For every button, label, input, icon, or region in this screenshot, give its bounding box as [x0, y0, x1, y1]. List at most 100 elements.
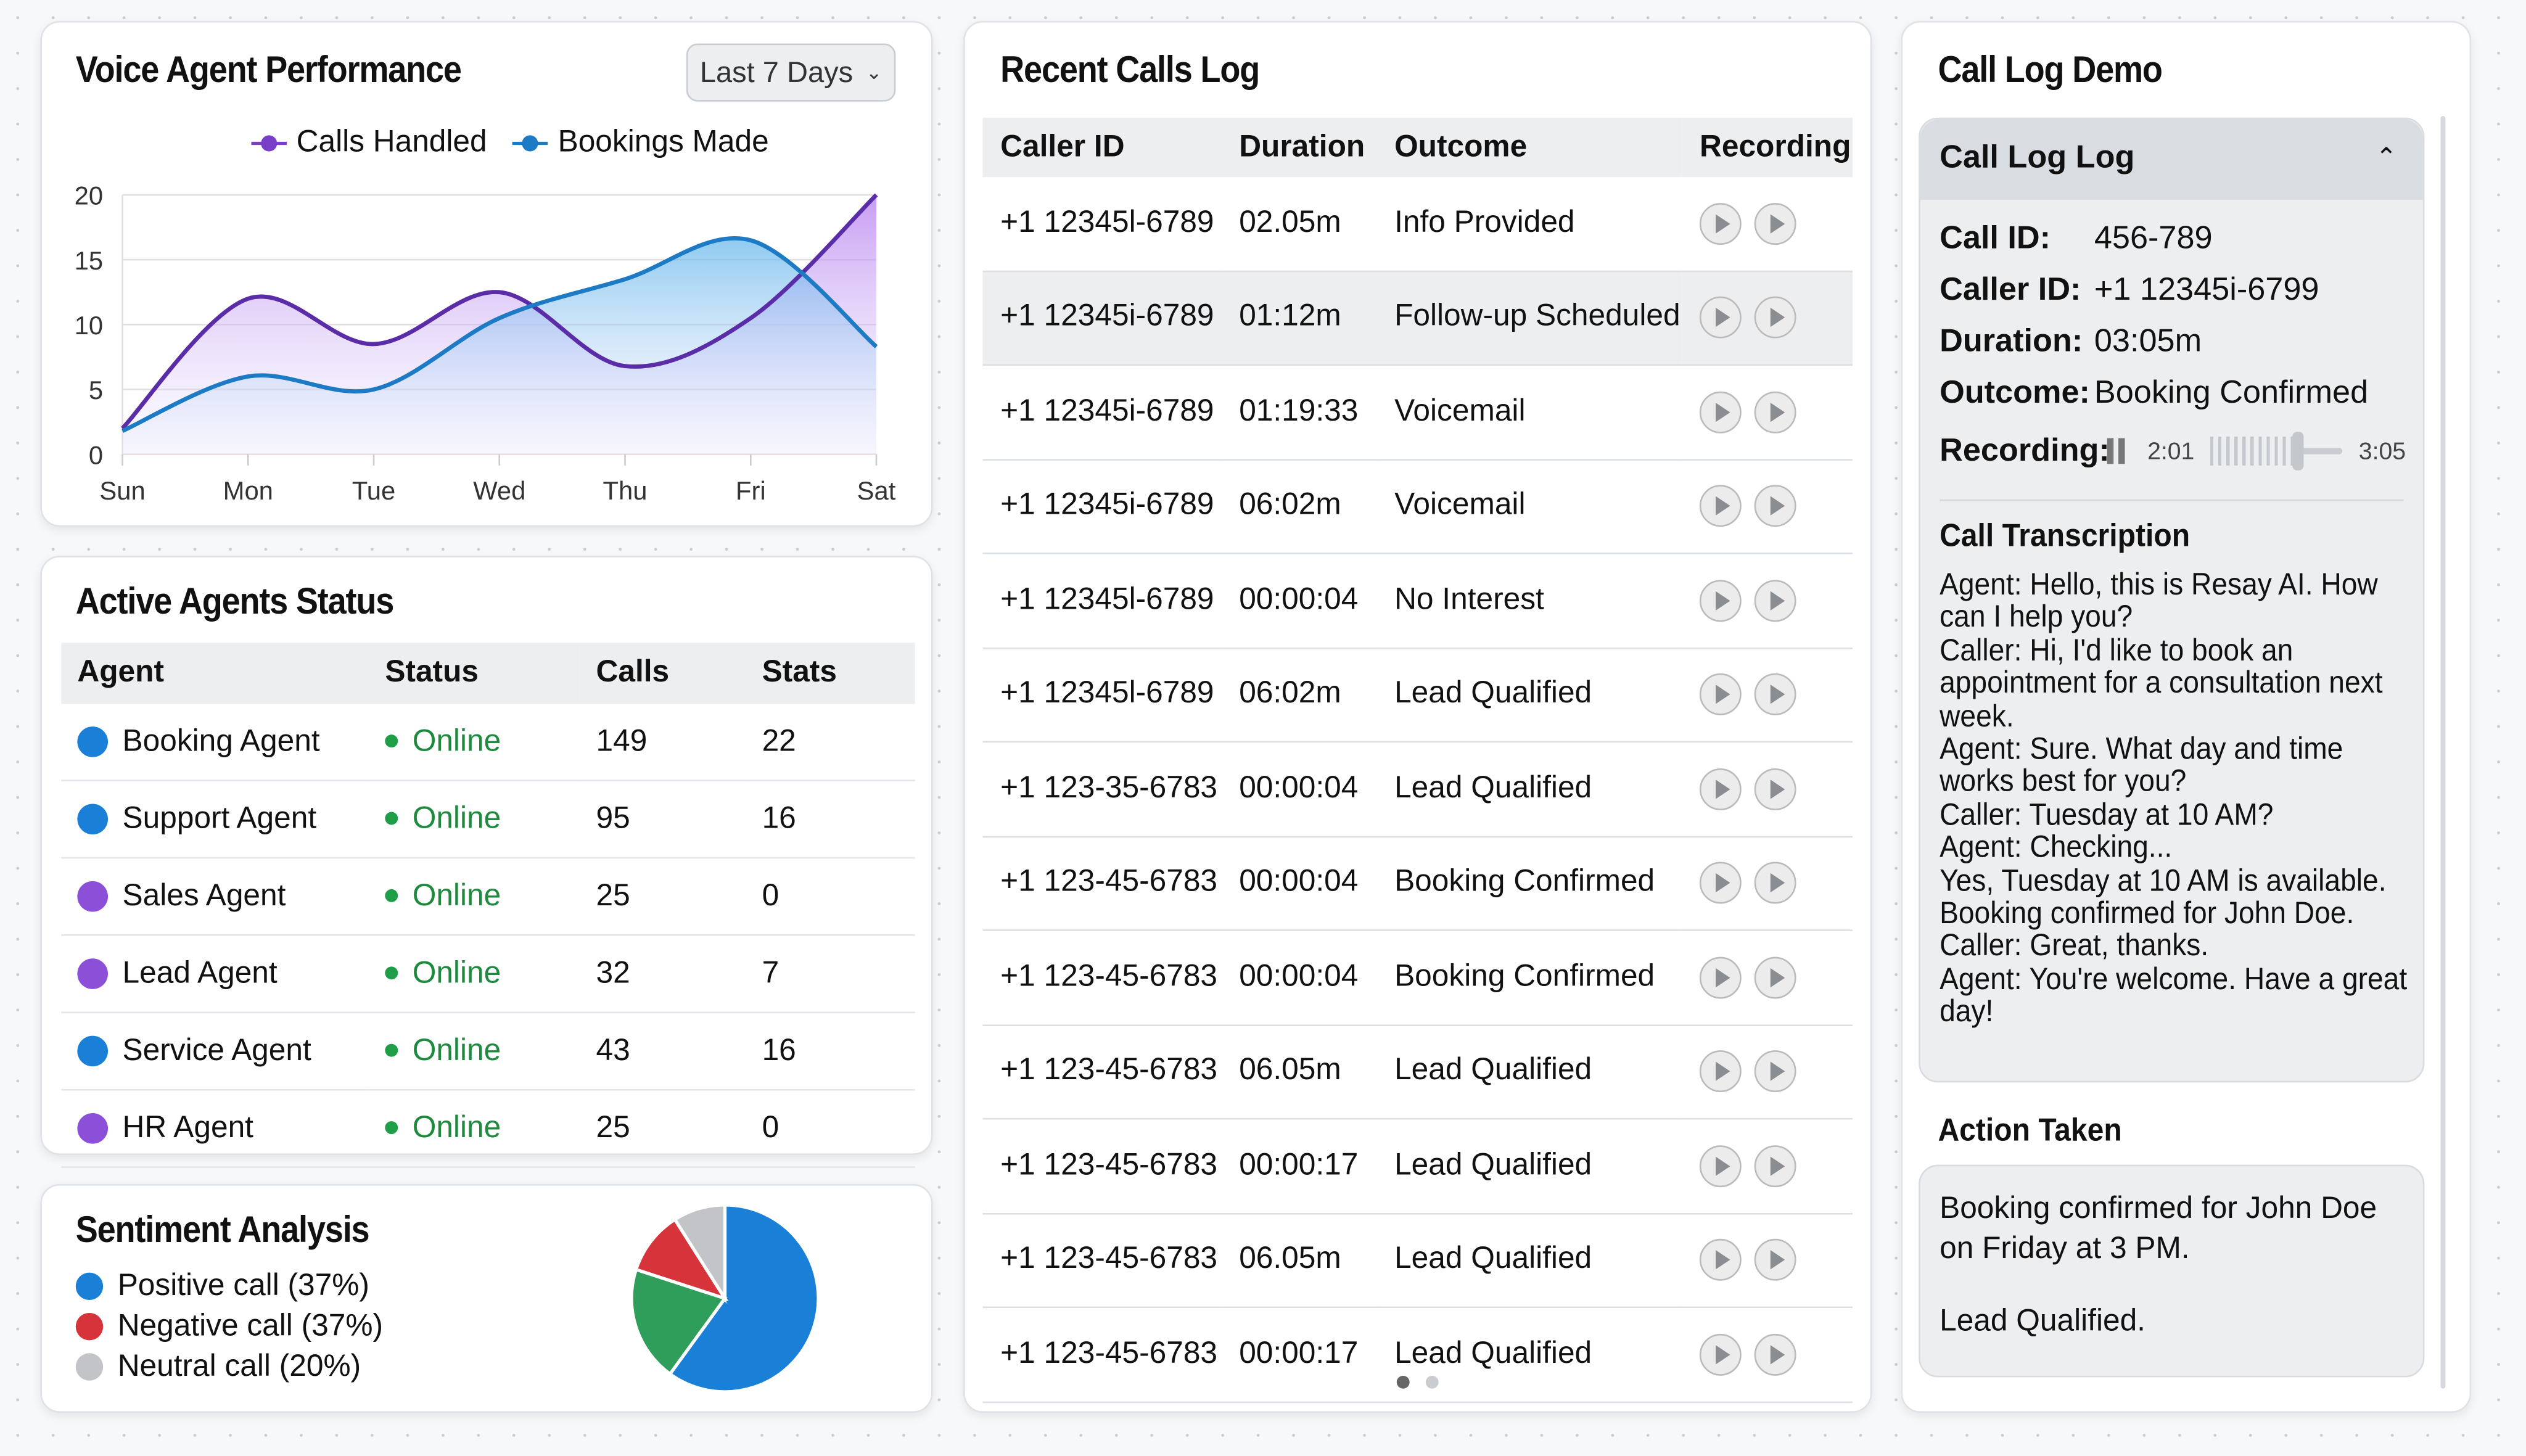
play-icon[interactable]	[1700, 580, 1742, 622]
sentiment-legend: Positive call (37%)Negative call (37%)Ne…	[76, 1266, 383, 1387]
agent-row[interactable]: HR Agent Online 250	[61, 1090, 915, 1167]
play-icon[interactable]	[1755, 1145, 1796, 1187]
play-icon[interactable]	[1755, 956, 1796, 998]
scrollbar[interactable]	[2440, 116, 2445, 1389]
legend-label: Negative call (37%)	[118, 1310, 383, 1344]
call-row[interactable]: +1 12345l-678906:02mLead Qualified	[982, 648, 1853, 742]
play-icon[interactable]	[1700, 1145, 1742, 1187]
agent-avatar-icon	[77, 958, 108, 989]
audio-scrubber[interactable]	[2207, 432, 2346, 471]
play-icon[interactable]	[1755, 391, 1796, 433]
agent-cell: Booking Agent	[61, 704, 369, 781]
data-point[interactable]	[248, 298, 249, 299]
card-title: Call Log Log	[1940, 140, 2134, 177]
play-icon[interactable]	[1755, 1333, 1796, 1375]
agent-cell: HR Agent	[61, 1090, 369, 1167]
performance-panel: Voice Agent Performance Last 7 Days⌄ Cal…	[40, 21, 932, 527]
agent-name: Sales Agent	[123, 879, 286, 913]
chevron-up-icon[interactable]: ⌃	[2376, 142, 2397, 174]
play-icon[interactable]	[1755, 580, 1796, 622]
play-icon[interactable]	[1755, 674, 1796, 716]
outcome: Voicemail	[1376, 459, 1682, 553]
play-icon[interactable]	[1700, 297, 1742, 339]
status-badge: Online	[385, 879, 501, 913]
call-row[interactable]: +1 12345l-678900:00:04No Interest	[982, 553, 1853, 648]
call-row[interactable]: +1 123-35-678300:00:04Lead Qualified	[982, 742, 1853, 836]
play-icon[interactable]	[1700, 674, 1742, 716]
action-title: Action Taken	[1938, 1113, 2121, 1150]
play-icon[interactable]	[1755, 1239, 1796, 1281]
legend-label: Positive call (37%)	[118, 1269, 369, 1303]
col-caller-id[interactable]: Caller ID	[982, 118, 1221, 178]
agents-panel: Active Agents Status Agent Status Calls …	[40, 556, 932, 1155]
play-icon[interactable]	[1755, 202, 1796, 244]
y-tick-label: 0	[89, 440, 103, 469]
play-icon[interactable]	[1700, 862, 1742, 904]
legend-dot-icon	[76, 1273, 103, 1301]
col-calls[interactable]: Calls	[580, 643, 746, 704]
total-time: 3:05	[2359, 437, 2406, 464]
page-dot[interactable]	[1426, 1376, 1439, 1389]
col-status[interactable]: Status	[369, 643, 580, 704]
data-point[interactable]	[248, 376, 249, 377]
calls-count: 95	[580, 781, 746, 858]
play-icon[interactable]	[1700, 768, 1742, 810]
call-row[interactable]: +1 12345i-678901:12mFollow-up Scheduled	[982, 271, 1853, 365]
play-icon[interactable]	[1755, 297, 1796, 339]
recording-cell	[1682, 365, 1853, 459]
play-icon[interactable]	[1700, 1239, 1742, 1281]
play-icon[interactable]	[1700, 1051, 1742, 1093]
y-tick-label: 10	[75, 311, 103, 340]
col-agent[interactable]: Agent	[61, 643, 369, 704]
col-stats[interactable]: Stats	[746, 643, 915, 704]
recording-cell	[1682, 1119, 1853, 1213]
play-icon[interactable]	[1700, 391, 1742, 433]
data-point[interactable]	[122, 431, 123, 432]
call-row[interactable]: +1 123-45-678306.05mLead Qualified	[982, 1024, 1853, 1119]
col-recording[interactable]: Recording	[1682, 118, 1853, 178]
call-row[interactable]: +1 12345i-678901:19:33Voicemail	[982, 365, 1853, 459]
duration: 00:00:17	[1221, 1307, 1376, 1402]
agent-row[interactable]: Support Agent Online 9516	[61, 781, 915, 858]
play-icon[interactable]	[1700, 956, 1742, 998]
play-icon[interactable]	[1700, 202, 1742, 244]
outcome: Booking Confirmed	[1376, 836, 1682, 931]
call-row[interactable]: +1 12345i-678906:02mVoicemail	[982, 459, 1853, 553]
status-badge: Online	[385, 802, 501, 836]
call-row[interactable]: +1 123-45-678300:00:04Booking Confirmed	[982, 931, 1853, 1025]
agent-avatar-icon	[77, 1113, 108, 1144]
card-header[interactable]: Call Log Log ⌃	[1920, 119, 2423, 200]
play-icon[interactable]	[1700, 485, 1742, 527]
caller-id: +1 123-45-6783	[982, 1024, 1221, 1119]
data-point[interactable]	[122, 428, 123, 429]
play-icon[interactable]	[1755, 862, 1796, 904]
col-duration[interactable]: Duration	[1221, 118, 1376, 178]
call-row[interactable]: +1 123-45-678300:00:17Lead Qualified	[982, 1119, 1853, 1213]
play-icon[interactable]	[1755, 768, 1796, 810]
panel-title: Sentiment Analysis	[76, 1208, 369, 1252]
agent-row[interactable]: Booking Agent Online 14922	[61, 704, 915, 781]
recording-cell	[1682, 931, 1853, 1025]
page-dot-active[interactable]	[1397, 1376, 1410, 1389]
agent-row[interactable]: Sales Agent Online 250	[61, 858, 915, 935]
play-icon[interactable]	[1700, 1333, 1742, 1375]
agent-row[interactable]: Lead Agent Online 327	[61, 935, 915, 1012]
col-outcome[interactable]: Outcome	[1376, 118, 1682, 178]
detail-field: Outcome:Booking Confirmed	[1940, 376, 2368, 413]
x-tick-label: Thu	[603, 476, 648, 505]
play-icon[interactable]	[1755, 1051, 1796, 1093]
caller-id: +1 123-45-6783	[982, 1307, 1221, 1402]
calls-count: 25	[580, 858, 746, 935]
call-row[interactable]: +1 123-45-678306.05mLead Qualified	[982, 1213, 1853, 1307]
pause-icon[interactable]	[2107, 438, 2125, 464]
agent-avatar-icon	[77, 726, 108, 757]
play-icon[interactable]	[1755, 485, 1796, 527]
x-tick-label: Sat	[857, 476, 896, 505]
call-row[interactable]: +1 12345l-678902.05mInfo Provided	[982, 177, 1853, 271]
agent-cell: Service Agent	[61, 1013, 369, 1090]
agent-row[interactable]: Service Agent Online 4316	[61, 1013, 915, 1090]
outcome: Lead Qualified	[1376, 1119, 1682, 1213]
call-row[interactable]: +1 123-45-678300:00:04Booking Confirmed	[982, 836, 1853, 931]
scrubber-handle[interactable]	[2293, 432, 2304, 471]
action-card: Booking confirmed for John Doe on Friday…	[1919, 1165, 2424, 1378]
